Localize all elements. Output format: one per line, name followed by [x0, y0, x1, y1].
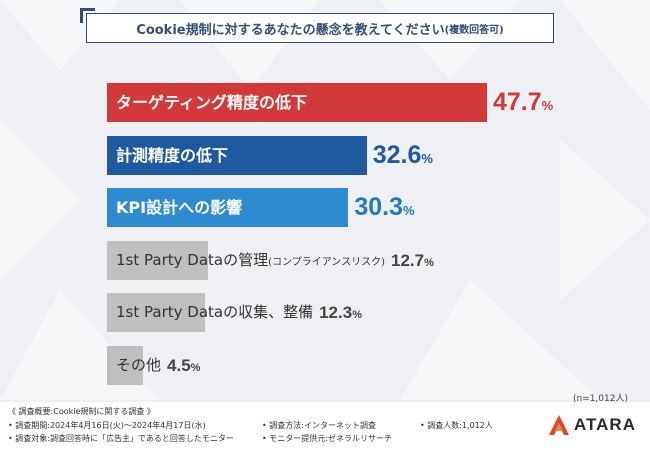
value-unit: %	[424, 256, 434, 269]
value-label: 47.7%	[493, 83, 553, 122]
value-unit: %	[403, 203, 415, 218]
bar-label-main: ターゲティング精度の低下	[116, 93, 308, 112]
survey-count: • 調査人数:1,012人	[420, 421, 493, 430]
bar-label: 1st Party Dataの管理(コンプライアンスリスク)	[116, 241, 385, 280]
bar	[107, 293, 205, 332]
value-label: 32.6%	[373, 136, 433, 175]
survey-target: • 調査対象:調査回答時に「広告主」であると回答したモニター	[8, 434, 234, 443]
survey-method: • 調査方法:インターネット調査	[262, 421, 376, 430]
bar-label-main: 1st Party Dataの収集、整備	[116, 303, 314, 321]
bar	[107, 188, 349, 227]
value-number: 12.3	[319, 303, 353, 322]
bar-label: ターゲティング精度の低下	[116, 83, 307, 122]
value-label: 30.3%	[354, 188, 414, 227]
value-unit: %	[541, 98, 554, 113]
survey-footer: 《 調査概要:Cookie規制に関する調査 》 • 調査期間:2024年4月16…	[0, 402, 650, 450]
value-unit: %	[352, 309, 362, 321]
value-label: 12.3%	[319, 293, 362, 332]
chart-title-sub: (複数回答可)	[444, 24, 504, 36]
survey-period: • 調査期間:2024年4月16日(火)〜2024年4月17日(水)	[8, 421, 206, 430]
bar-label: その他	[116, 346, 161, 385]
atara-logo: ATARA	[548, 414, 636, 436]
value-number: 32.6	[372, 140, 422, 169]
bar-label-main: 計測精度の低下	[116, 145, 229, 165]
bar-label: KPI設計への影響	[116, 188, 242, 227]
bar	[107, 135, 367, 175]
atara-logo-icon	[549, 415, 569, 435]
sample-size-note: (n=1,012人)	[572, 394, 628, 404]
value-number: 4.5	[167, 355, 191, 375]
value-unit: %	[190, 361, 201, 374]
bar-label: 計測精度の低下	[116, 136, 228, 175]
value-number: 30.3	[354, 193, 404, 221]
bar	[107, 345, 143, 385]
value-label: 4.5%	[167, 346, 200, 385]
bar-label-sub: (コンプライアンスリスク)	[268, 256, 385, 268]
value-number: 12.7	[391, 250, 425, 270]
bar	[107, 83, 487, 122]
bar	[107, 240, 209, 280]
value-label: 12.7%	[391, 241, 434, 280]
survey-summary-heading: 《 調査概要:Cookie規制に関する調査 》	[8, 407, 155, 416]
chart-title: Cookie規制に対するあなたの懸念を教えてください (複数回答可)	[86, 13, 554, 43]
value-unit: %	[421, 150, 433, 166]
survey-provider: • モニター提供元:ゼネラルリサーチ	[262, 434, 392, 443]
chart-title-main: Cookie規制に対するあなたの懸念を教えてください	[136, 22, 445, 38]
value-number: 47.7	[493, 88, 542, 116]
title-accent	[80, 8, 95, 23]
bar-label-main: その他	[116, 355, 162, 374]
logo-text: ATARA	[574, 415, 636, 434]
bar-label: 1st Party Dataの収集、整備	[116, 293, 313, 332]
bar-label-main: KPI設計への影響	[116, 198, 243, 217]
bar-label-main: 1st Party Dataの管理	[116, 250, 269, 269]
